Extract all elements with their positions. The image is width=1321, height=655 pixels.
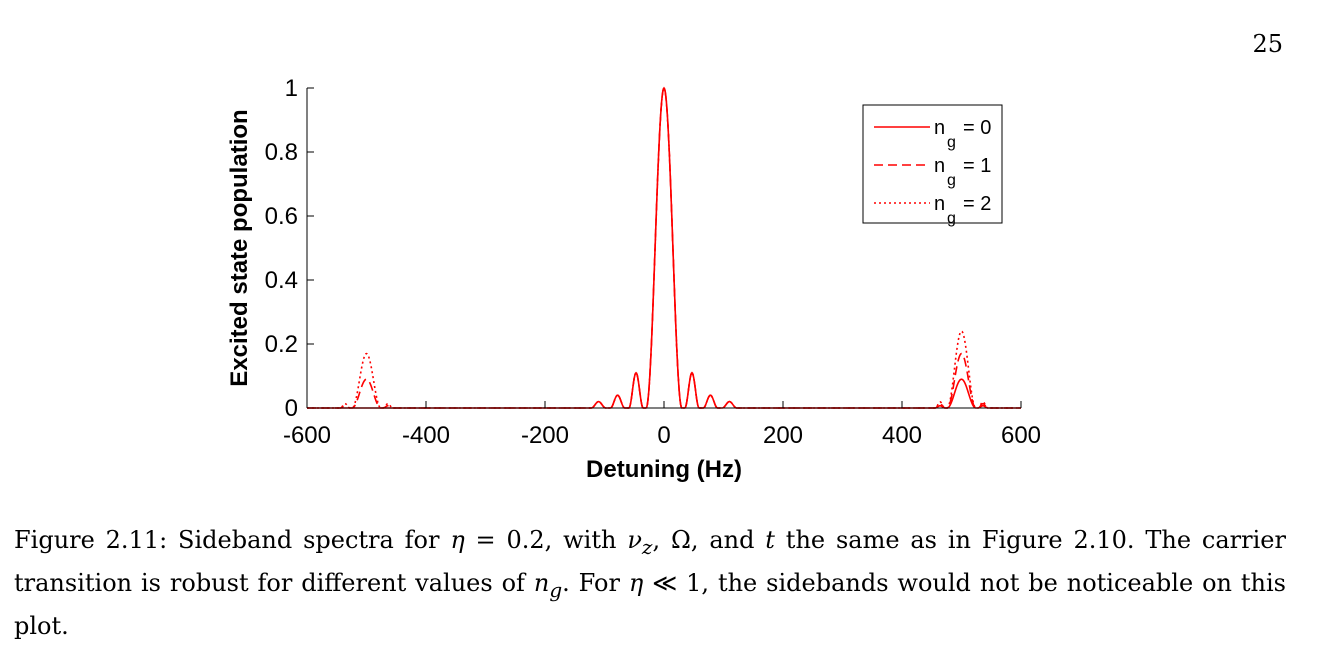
- x-tick-label: 200: [763, 422, 803, 449]
- y-tick-label: 0.8: [265, 139, 298, 166]
- caption-nu: ν: [627, 526, 642, 554]
- caption-text-3: , and: [690, 526, 755, 554]
- caption-t: t: [765, 526, 775, 554]
- legend-box: [862, 104, 1003, 224]
- x-tick-label: 0: [657, 422, 670, 449]
- x-tick-label: -600: [283, 422, 331, 449]
- x-tick-label: 400: [882, 422, 922, 449]
- legend-label-sub: g: [947, 134, 956, 151]
- y-tick-label: 0: [285, 395, 298, 422]
- x-tick-label: -200: [521, 422, 569, 449]
- caption-n: n: [533, 568, 550, 597]
- legend-label: n: [934, 155, 945, 177]
- y-axis-label: Excited state population: [226, 109, 253, 386]
- caption-text-4: the same as in Figure 2.10. The carrier …: [14, 526, 1286, 597]
- legend-label: n: [934, 193, 945, 215]
- y-tick-label: 0.6: [265, 203, 298, 230]
- caption-n-sub: g: [549, 577, 563, 602]
- caption-eta-2: η: [628, 568, 644, 597]
- caption-label: Figure 2.11:: [14, 526, 168, 554]
- legend-label: n: [934, 117, 945, 139]
- x-tick-label: 600: [1001, 422, 1041, 449]
- x-tick-label: -400: [402, 422, 450, 449]
- x-axis-label: Detuning (Hz): [586, 456, 742, 483]
- caption-omega: Ω: [670, 526, 691, 554]
- caption-text-5: . For: [562, 568, 620, 597]
- caption-nu-sub: z: [641, 534, 653, 559]
- legend-label-value: = 2: [963, 193, 991, 215]
- legend-label-sub: g: [947, 210, 956, 227]
- plot-ticks: -600 -400 -200 0 200 400 600 0 0.2 0.4 0.6 0.8 1: [265, 75, 1041, 449]
- legend-label-value: = 0: [963, 117, 991, 139]
- caption-eta: η: [450, 526, 465, 554]
- caption-text-6: ≪ 1, the sidebands would not be noticeab…: [14, 568, 1286, 640]
- y-tick-label: 1: [285, 75, 298, 102]
- legend: ng= 0ng= 1ng= 2: [862, 104, 1003, 227]
- y-tick-label: 0.2: [265, 331, 298, 358]
- legend-label-value: = 1: [963, 155, 991, 177]
- legend-label-sub: g: [947, 172, 956, 189]
- y-tick-label: 0.4: [265, 267, 298, 294]
- caption-sep: ,: [652, 526, 661, 554]
- figure-caption: Figure 2.11: Sideband spectra for η = 0.…: [14, 522, 1286, 644]
- page-number: 25: [1252, 30, 1283, 58]
- caption-text-1: Sideband spectra for: [178, 526, 440, 554]
- caption-text-2: = 0.2, with: [475, 526, 617, 554]
